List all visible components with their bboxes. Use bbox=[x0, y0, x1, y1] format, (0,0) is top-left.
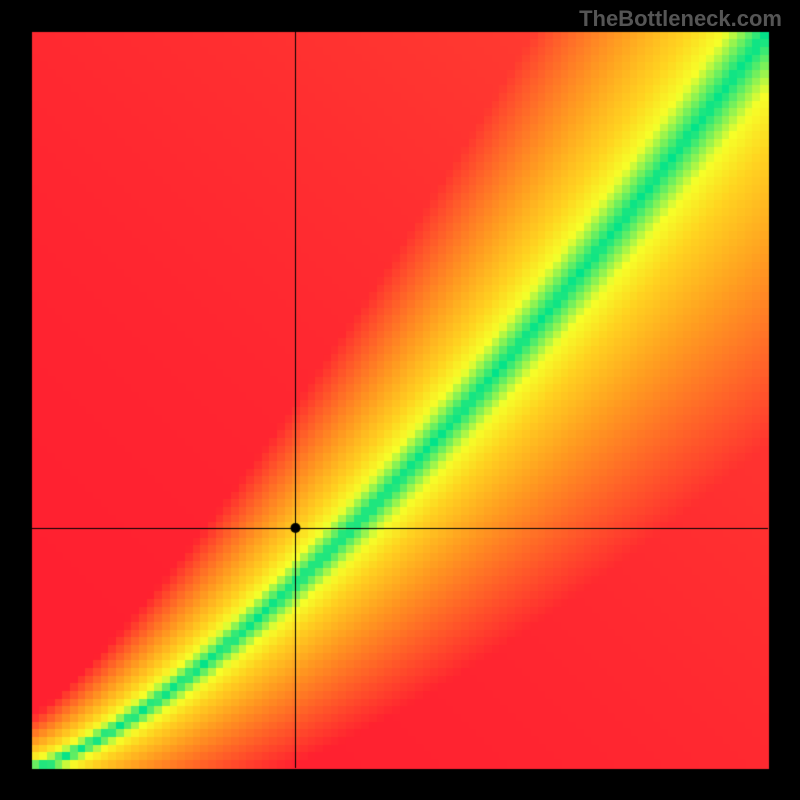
watermark-text: TheBottleneck.com bbox=[579, 6, 782, 32]
bottleneck-heatmap bbox=[0, 0, 800, 800]
